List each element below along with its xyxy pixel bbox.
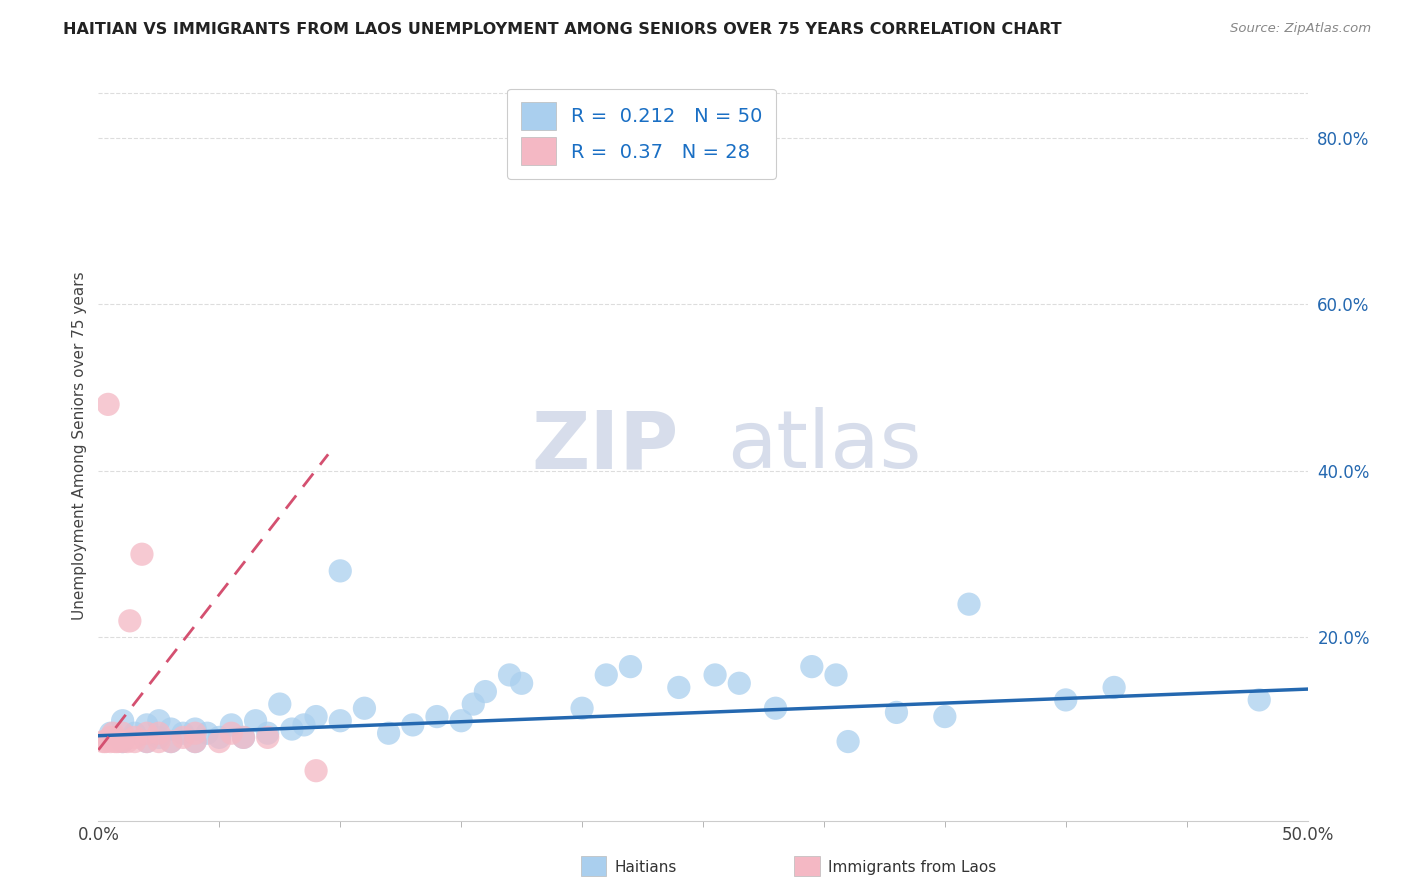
Point [160,734,183,748]
Point [118,614,141,628]
Point [1054,693,1077,707]
Point [104,734,127,748]
Text: atlas: atlas [727,407,921,485]
Point [184,722,207,736]
Text: Source: ZipAtlas.com: Source: ZipAtlas.com [1230,22,1371,36]
Point [184,734,207,748]
Point [160,734,183,748]
Point [463,697,485,711]
Point [135,718,157,732]
Point [232,731,254,745]
Point [131,547,153,561]
Point [94,734,117,748]
Point [402,718,425,732]
Text: Haitians: Haitians [614,861,676,875]
Point [135,734,157,748]
Point [474,684,496,698]
Y-axis label: Unemployment Among Seniors over 75 years: Unemployment Among Seniors over 75 years [72,272,87,620]
Point [571,701,593,715]
Point [305,709,328,723]
Point [97,397,120,411]
Point [800,659,823,673]
Point [184,734,207,748]
Point [245,714,267,728]
Point [195,726,218,740]
Point [281,722,304,736]
Point [498,668,520,682]
Point [107,734,129,748]
Text: HAITIAN VS IMMIGRANTS FROM LAOS UNEMPLOYMENT AMONG SENIORS OVER 75 YEARS CORRELA: HAITIAN VS IMMIGRANTS FROM LAOS UNEMPLOY… [63,22,1062,37]
Point [934,709,956,723]
Point [886,706,908,720]
Text: Immigrants from Laos: Immigrants from Laos [828,861,997,875]
Point [124,726,146,740]
Point [148,731,170,745]
Point [208,734,231,748]
Point [148,726,170,740]
Point [728,676,751,690]
Point [101,726,124,740]
Legend: R =  0.212   N = 50, R =  0.37   N = 28: R = 0.212 N = 50, R = 0.37 N = 28 [508,88,776,178]
Point [837,734,859,748]
Point [450,714,472,728]
Point [256,731,278,745]
Point [353,701,375,715]
Point [704,668,727,682]
Point [232,731,254,745]
Point [172,731,194,745]
Point [111,734,134,748]
Point [172,726,194,740]
Point [124,734,146,748]
Point [111,734,134,748]
Point [91,734,114,748]
Point [377,726,399,740]
Point [765,701,787,715]
Point [184,726,207,740]
Point [100,726,122,740]
Point [111,714,134,728]
Point [668,681,690,695]
Point [160,722,183,736]
Point [426,709,449,723]
Point [117,734,139,748]
Point [221,726,243,740]
Point [256,726,278,740]
Point [135,726,157,740]
Point [957,597,980,611]
Point [1102,681,1125,695]
Point [148,734,170,748]
Point [329,564,352,578]
Point [269,697,291,711]
Text: ZIP: ZIP [531,407,679,485]
Point [825,668,848,682]
Point [111,726,134,740]
Point [100,734,122,748]
Point [100,731,122,745]
Point [135,734,157,748]
Point [619,659,641,673]
Point [305,764,328,778]
Point [1249,693,1271,707]
Point [208,731,231,745]
Point [292,718,315,732]
Point [124,731,146,745]
Point [595,668,617,682]
Point [148,714,170,728]
Point [221,718,243,732]
Point [329,714,352,728]
Point [510,676,533,690]
